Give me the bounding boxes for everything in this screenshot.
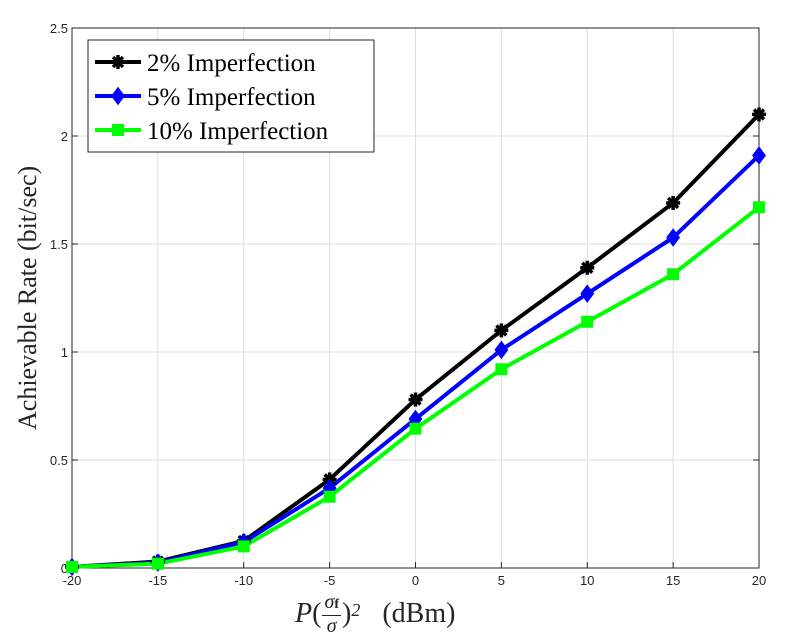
x-tick-label: -20: [63, 573, 82, 588]
x-tick-label: 15: [666, 573, 680, 588]
data-point-2: [667, 268, 680, 281]
x-tick-label: 5: [498, 573, 505, 588]
legend-marker: [111, 55, 125, 69]
data-point-1: [494, 340, 509, 360]
x-tick-label: -15: [148, 573, 167, 588]
y-tick-label: 2: [61, 129, 68, 144]
data-point-2: [409, 422, 422, 435]
legend-label: 5% Imperfection: [147, 84, 316, 111]
data-point-2: [581, 315, 594, 328]
y-tick-label: 0.5: [50, 453, 68, 468]
x-tick-label: 10: [580, 573, 594, 588]
data-point-1: [752, 146, 766, 165]
data-point-0: [408, 392, 423, 407]
data-point-1: [580, 284, 595, 303]
data-point-2: [495, 363, 508, 376]
data-point-2: [66, 560, 78, 573]
data-point-2: [323, 490, 336, 503]
y-tick-label: 0: [61, 561, 68, 576]
legend-marker: [111, 86, 125, 106]
data-point-2: [237, 540, 250, 553]
y-axis-label: Achievable Rate (bit/sec): [13, 165, 42, 430]
y-tick-label: 2.5: [50, 21, 68, 36]
data-point-2: [753, 201, 765, 214]
x-label-var: P: [295, 598, 313, 629]
plot-frame: [71, 27, 760, 569]
data-point-0: [494, 323, 509, 338]
data-point-2: [151, 557, 164, 570]
data-point-0: [580, 260, 595, 275]
x-axis-label: P( σf σ ) 2 (dBm): [295, 591, 456, 637]
data-point-0: [752, 107, 766, 122]
data-point-0: [666, 195, 681, 210]
legend-label: 2% Imperfection: [147, 50, 316, 77]
x-tick-label: -10: [234, 573, 253, 588]
data-point-1: [666, 228, 681, 247]
x-label-fraction: σf σ: [322, 591, 341, 637]
x-tick-label: 0: [412, 573, 419, 588]
legend-label: 10% Imperfection: [147, 118, 329, 145]
y-tick-label: 1: [61, 345, 68, 360]
x-tick-label: -5: [324, 573, 336, 588]
y-tick-label: 1.5: [50, 237, 68, 252]
x-tick-label: 20: [752, 573, 766, 588]
legend-marker: [112, 124, 124, 136]
